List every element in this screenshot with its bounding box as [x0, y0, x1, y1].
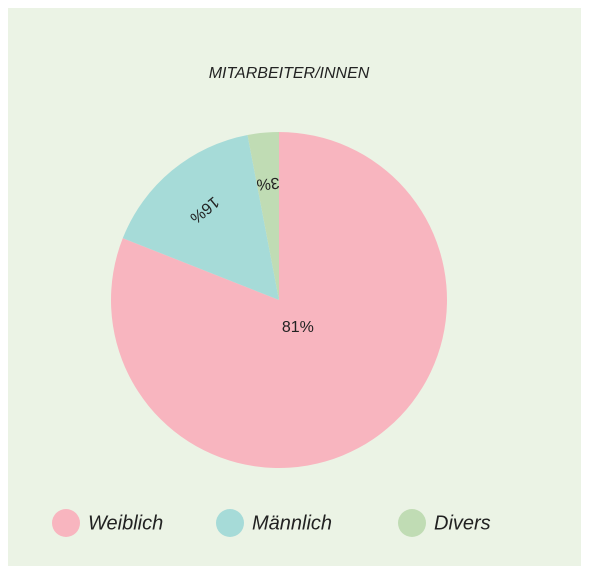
legend-swatch — [398, 509, 426, 537]
pie-slice — [247, 132, 279, 300]
legend-label: Weiblich — [88, 512, 163, 534]
chart-title: MITARBEITER/INNEN — [209, 65, 370, 82]
legend-label: Divers — [434, 512, 491, 534]
legend-swatch — [52, 509, 80, 537]
slice-label: 3% — [256, 174, 281, 193]
pie-slice — [122, 134, 280, 300]
slice-label: 81% — [282, 319, 314, 336]
legend-label: Männlich — [252, 512, 332, 534]
legend-swatch — [216, 509, 244, 537]
